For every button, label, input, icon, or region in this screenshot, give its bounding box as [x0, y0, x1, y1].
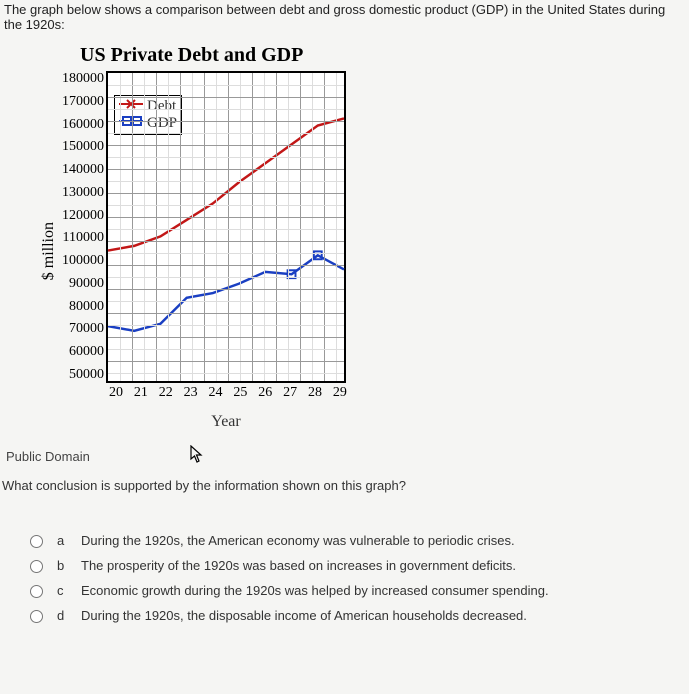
answer-options: a During the 1920s, the American economy … [30, 533, 689, 623]
x-tick-label: 27 [280, 385, 300, 401]
x-axis-label: Year [106, 413, 346, 431]
intro-text: The graph below shows a comparison betwe… [0, 0, 689, 40]
option-text: During the 1920s, the American economy w… [81, 533, 515, 548]
option-text: The prosperity of the 1920s was based on… [81, 558, 516, 573]
x-tick-label: 28 [305, 385, 325, 401]
y-tick-label: 100000 [62, 253, 104, 269]
y-tick-label: 160000 [62, 117, 104, 133]
option-letter: a [57, 533, 67, 548]
y-tick-label: 90000 [62, 276, 104, 292]
question-text: What conclusion is supported by the info… [2, 478, 689, 493]
option-radio-a[interactable] [30, 535, 43, 548]
y-tick-label: 130000 [62, 185, 104, 201]
option-letter: d [57, 608, 67, 623]
y-tick-label: 110000 [62, 230, 104, 246]
x-axis-ticks: 20 21 22 23 2425 26 27 28 29 [106, 383, 350, 401]
option-row: d During the 1920s, the disposable income… [30, 608, 689, 623]
y-axis-label: $ million [40, 222, 58, 280]
y-tick-label: 170000 [62, 94, 104, 110]
option-radio-b[interactable] [30, 560, 43, 573]
x-tick-label: 22 [156, 385, 176, 401]
option-row: b The prosperity of the 1920s was based o… [30, 558, 689, 573]
option-row: c Economic growth during the 1920s was he… [30, 583, 689, 598]
y-tick-label: 60000 [62, 344, 104, 360]
y-tick-label: 50000 [62, 367, 104, 383]
image-caption: Public Domain [6, 449, 689, 464]
y-tick-label: 80000 [62, 299, 104, 315]
y-tick-label: 180000 [62, 71, 104, 87]
chart-plot-area: DebtGDP [106, 71, 346, 383]
chart-title: US Private Debt and GDP [80, 44, 689, 67]
y-tick-label: 120000 [62, 208, 104, 224]
x-tick-label: 21 [131, 385, 151, 401]
x-tick-label: 24 [206, 385, 226, 401]
x-tick-label: 23 [181, 385, 201, 401]
option-text: During the 1920s, the disposable income … [81, 608, 527, 623]
y-tick-label: 140000 [62, 162, 104, 178]
option-radio-c[interactable] [30, 585, 43, 598]
x-tick-label: 20 [106, 385, 126, 401]
x-tick-label: 25 [230, 385, 250, 401]
y-tick-label: 150000 [62, 139, 104, 155]
option-row: a During the 1920s, the American economy … [30, 533, 689, 548]
chart-container: US Private Debt and GDP $ million 180000… [40, 44, 689, 431]
y-tick-label: 70000 [62, 321, 104, 337]
x-tick-label: 29 [330, 385, 350, 401]
option-radio-d[interactable] [30, 610, 43, 623]
option-text: Economic growth during the 1920s was hel… [81, 583, 549, 598]
option-letter: c [57, 583, 67, 598]
x-tick-label: 26 [255, 385, 275, 401]
y-axis-ticks: 180000 170000 160000 150000 140000 130000 1200… [62, 71, 106, 383]
option-letter: b [57, 558, 67, 573]
